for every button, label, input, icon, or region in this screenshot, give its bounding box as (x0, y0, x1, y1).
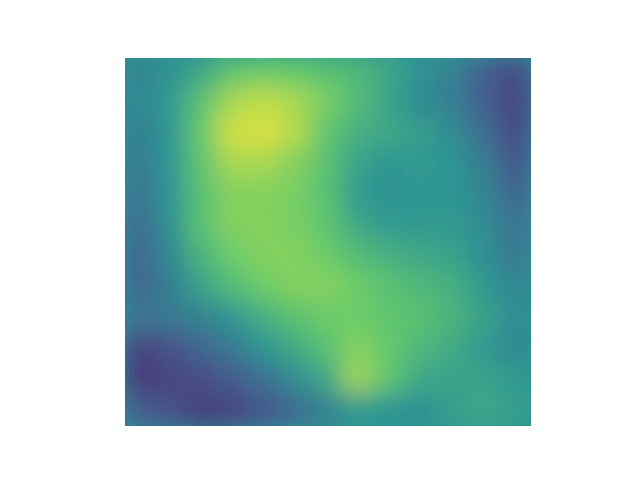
noise-texture (125, 58, 531, 426)
heatmap (125, 58, 531, 426)
